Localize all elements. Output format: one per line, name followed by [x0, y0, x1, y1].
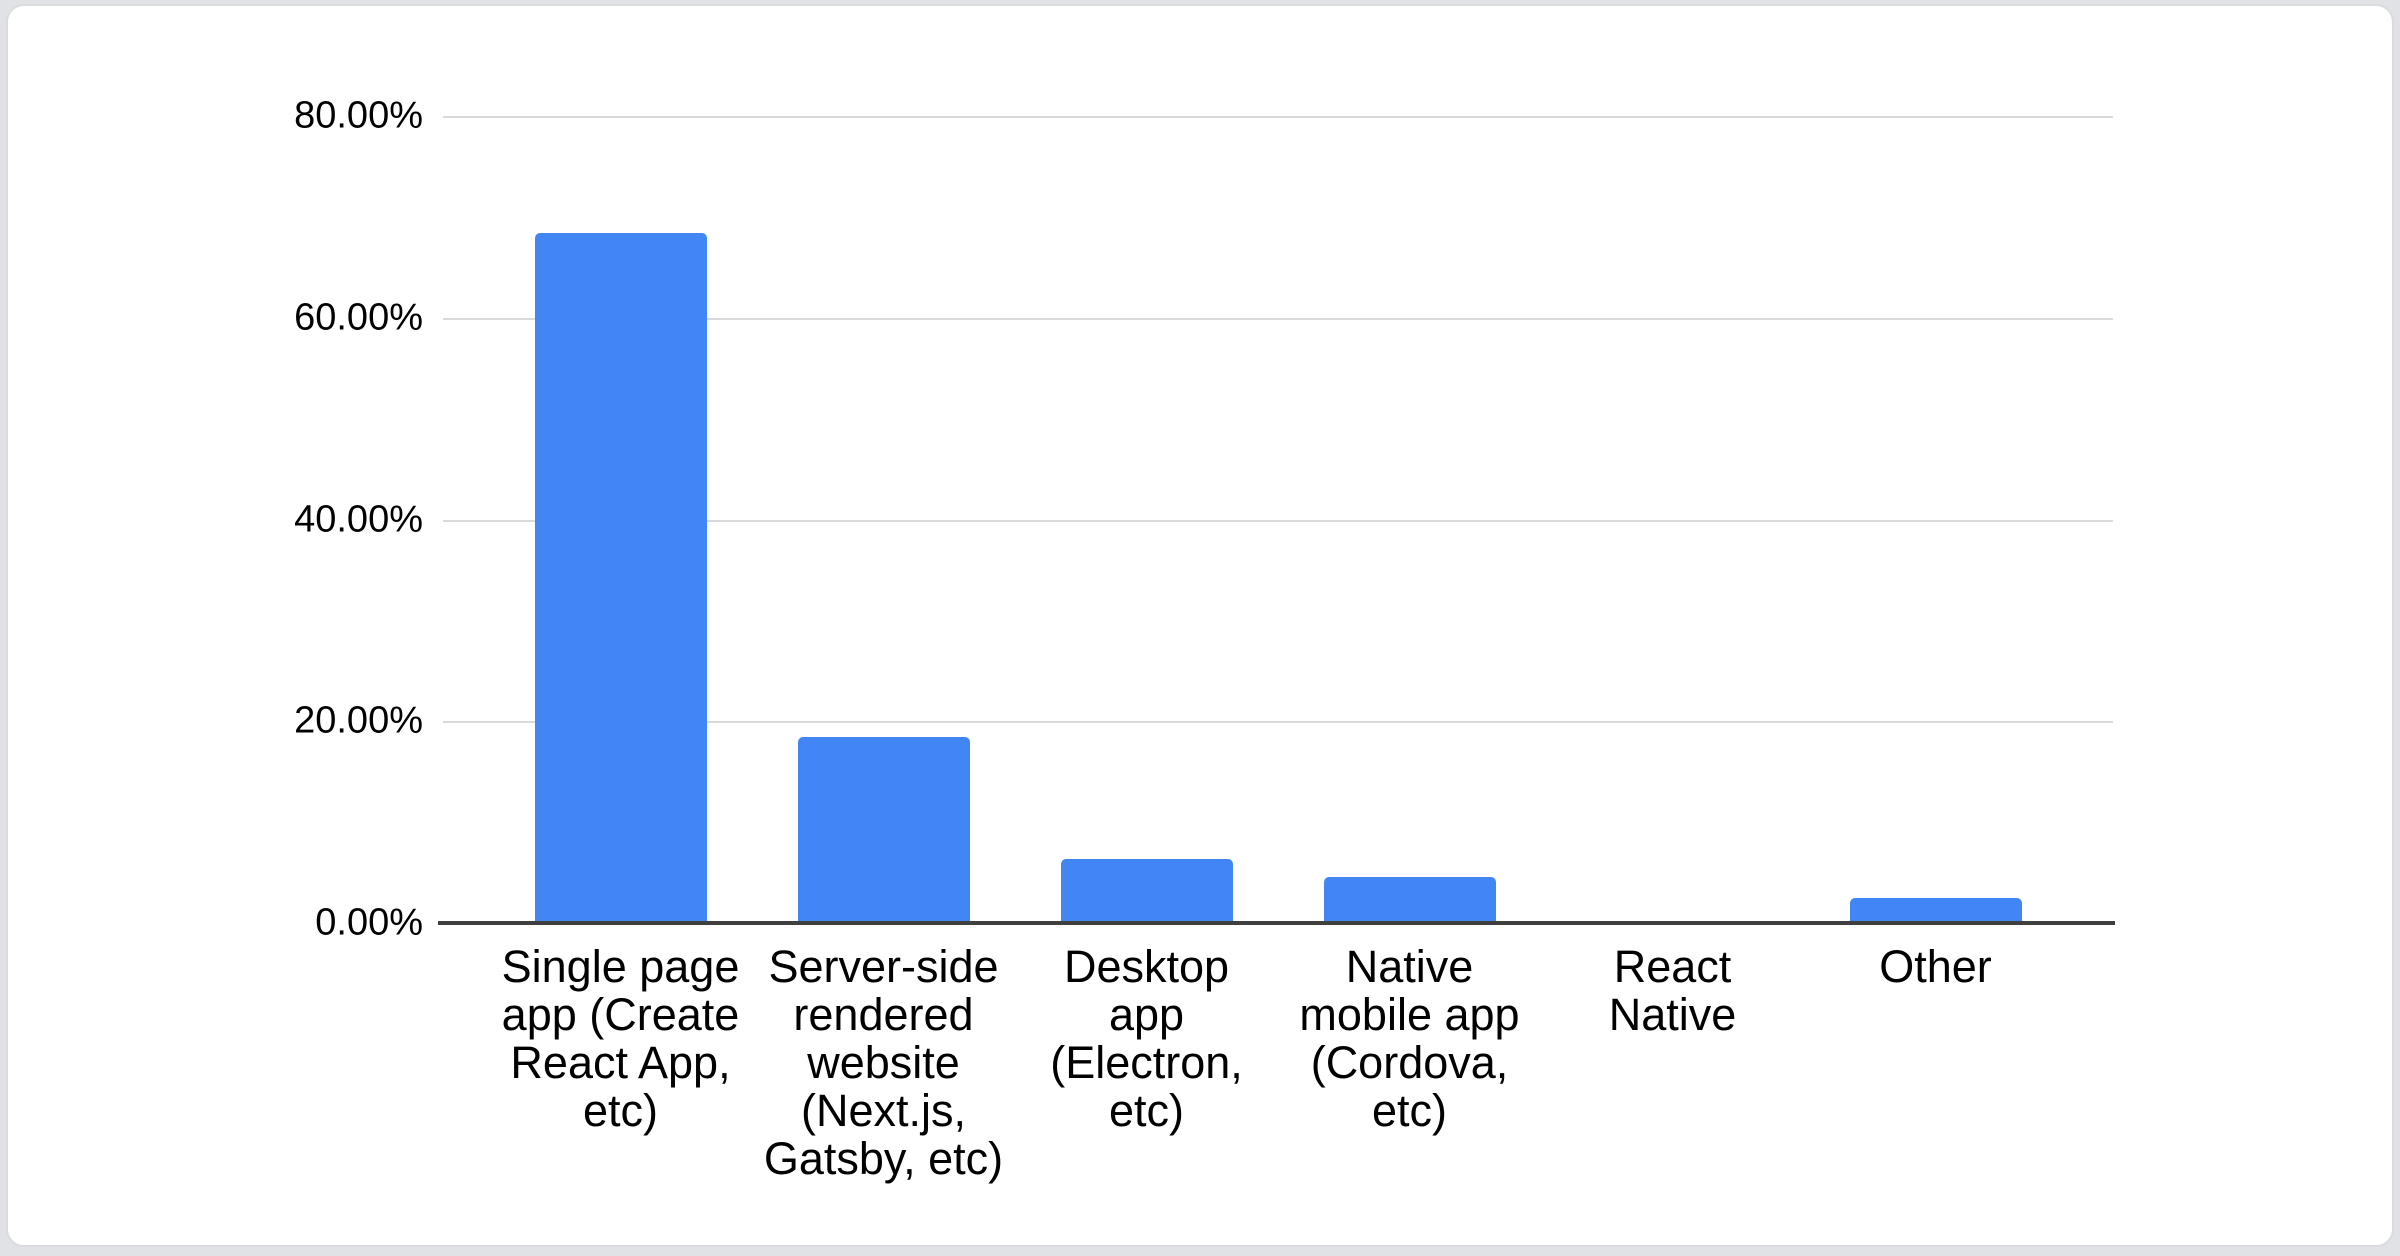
- bar[interactable]: [1323, 876, 1496, 923]
- chart-card: [6, 4, 2394, 1247]
- bar[interactable]: [797, 737, 970, 923]
- x-axis-category-label: React Native: [1608, 941, 1737, 1040]
- bar-slot: [1804, 116, 2067, 923]
- plot-area: Single page app (Create React App, etc) S…: [294, 95, 2115, 1183]
- bars-container: [443, 116, 2113, 923]
- gridline: [443, 721, 2113, 724]
- x-axis-category-label: Server-side rendered website (Next.js, G…: [763, 941, 1004, 1184]
- x-axis-category-label: Desktop app (Electron, etc): [1050, 941, 1243, 1136]
- gridline: [443, 116, 2113, 118]
- bar[interactable]: [534, 233, 707, 923]
- bar-slot: [489, 116, 752, 923]
- bar-slot: [1541, 116, 1804, 923]
- y-axis-tick-label: 40.00%: [294, 498, 423, 540]
- x-axis-baseline: [438, 921, 2115, 925]
- x-axis-category-label: Single page app (Create React App, etc): [501, 941, 740, 1136]
- y-axis-tick-label: 60.00%: [294, 296, 423, 339]
- gridline: [443, 317, 2113, 320]
- y-axis-tick-label: 80.00%: [294, 94, 423, 137]
- gridline: [443, 519, 2113, 522]
- x-axis-category-label: Other: [1879, 941, 1992, 992]
- bar[interactable]: [1849, 897, 2022, 923]
- y-axis-tick-label: 0.00%: [315, 901, 423, 944]
- x-axis-labels: Single page app (Create React App, etc) S…: [443, 943, 2113, 1183]
- x-axis-category-label: Native mobile app (Cordova, etc): [1299, 941, 1520, 1136]
- bar-slot: [1015, 116, 1278, 923]
- bar-slot: [752, 116, 1015, 923]
- bar[interactable]: [1060, 859, 1233, 923]
- y-axis-tick-label: 20.00%: [294, 699, 423, 742]
- bar-slot: [1278, 116, 1541, 923]
